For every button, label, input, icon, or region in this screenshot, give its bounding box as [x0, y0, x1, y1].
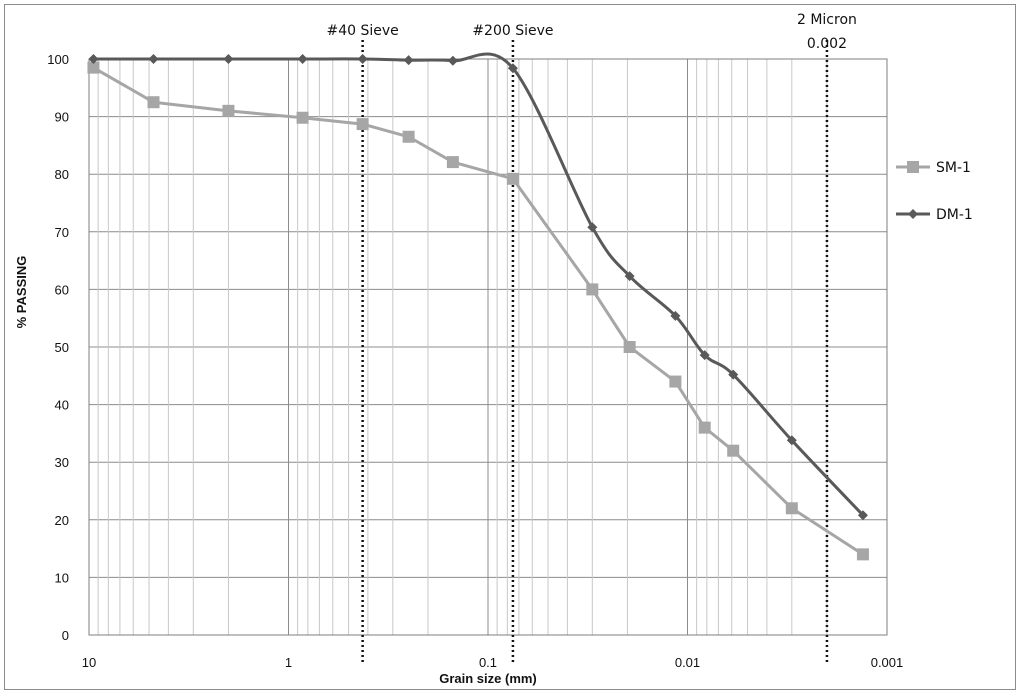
y-tick-label: 60 [55, 282, 69, 297]
x-axis-title: Grain size (mm) [439, 671, 537, 686]
data-point [403, 55, 414, 66]
data-point [506, 172, 519, 185]
reference-line-label: 2 Micron [797, 12, 857, 28]
y-tick-label: 10 [55, 570, 69, 585]
legend-label: SM-1 [936, 160, 971, 176]
plot-border [88, 58, 888, 636]
x-tick-label: 0.01 [675, 655, 700, 670]
y-tick-label: 90 [55, 110, 69, 125]
reference-lines: #40 Sieve #200 Sieve 2 Micron 0.002 [326, 12, 857, 663]
data-point [670, 310, 681, 321]
legend-swatch-marker [908, 209, 918, 219]
data-point [669, 375, 682, 388]
reference-line-sublabel: 0.002 [807, 36, 847, 52]
y-tick-label: 80 [55, 167, 69, 182]
data-point [507, 63, 518, 74]
y-tick-label: 0 [62, 628, 69, 643]
y-tick-label: 20 [55, 513, 69, 528]
data-point [699, 350, 710, 361]
data-point [447, 55, 458, 66]
data-point [296, 111, 309, 124]
data-point [88, 54, 99, 64]
x-tick-label: 1 [285, 655, 292, 670]
data-point [727, 444, 740, 457]
y-tick-label: 100 [47, 52, 69, 67]
data-point [785, 502, 798, 515]
data-point [857, 510, 868, 521]
legend-label: DM-1 [936, 207, 973, 223]
data-point [698, 421, 711, 434]
x-tick-label: 0.1 [479, 655, 497, 670]
reference-line-label: #40 Sieve [326, 23, 398, 39]
y-axis-title: % PASSING [14, 256, 29, 329]
data-point [728, 369, 739, 380]
data-point [356, 118, 369, 131]
x-tick-label: 0.001 [871, 655, 904, 670]
legend-item: DM-1 [896, 207, 973, 223]
series-dm-1 [88, 52, 868, 521]
data-point [587, 222, 598, 233]
data-point [402, 130, 415, 143]
data-point [856, 548, 869, 561]
series-layer [87, 52, 869, 561]
data-point [222, 104, 235, 117]
data-point [148, 54, 159, 64]
y-tick-label: 30 [55, 455, 69, 470]
data-point [446, 156, 459, 169]
x-tick-label: 10 [82, 655, 96, 670]
y-tick-label: 40 [55, 398, 69, 413]
data-point [147, 96, 160, 109]
data-point [786, 435, 797, 446]
y-tick-label: 70 [55, 225, 69, 240]
data-point [586, 283, 599, 296]
reference-line-label: #200 Sieve [472, 23, 553, 39]
legend-swatch-marker [907, 161, 919, 173]
data-point [87, 61, 100, 74]
series-sm-1 [87, 61, 869, 561]
legend-item: SM-1 [896, 160, 971, 176]
data-point [223, 54, 234, 64]
grid-layer [89, 58, 888, 636]
data-point [624, 271, 635, 282]
legend: SM-1 DM-1 [896, 160, 973, 223]
data-point [297, 54, 308, 64]
y-tick-label: 50 [55, 340, 69, 355]
data-point [357, 54, 368, 64]
tick-labels: 0 10 20 30 40 50 60 70 80 90 100 10 1 0.1 0.01 0.001 [47, 52, 903, 670]
data-point [623, 341, 636, 353]
